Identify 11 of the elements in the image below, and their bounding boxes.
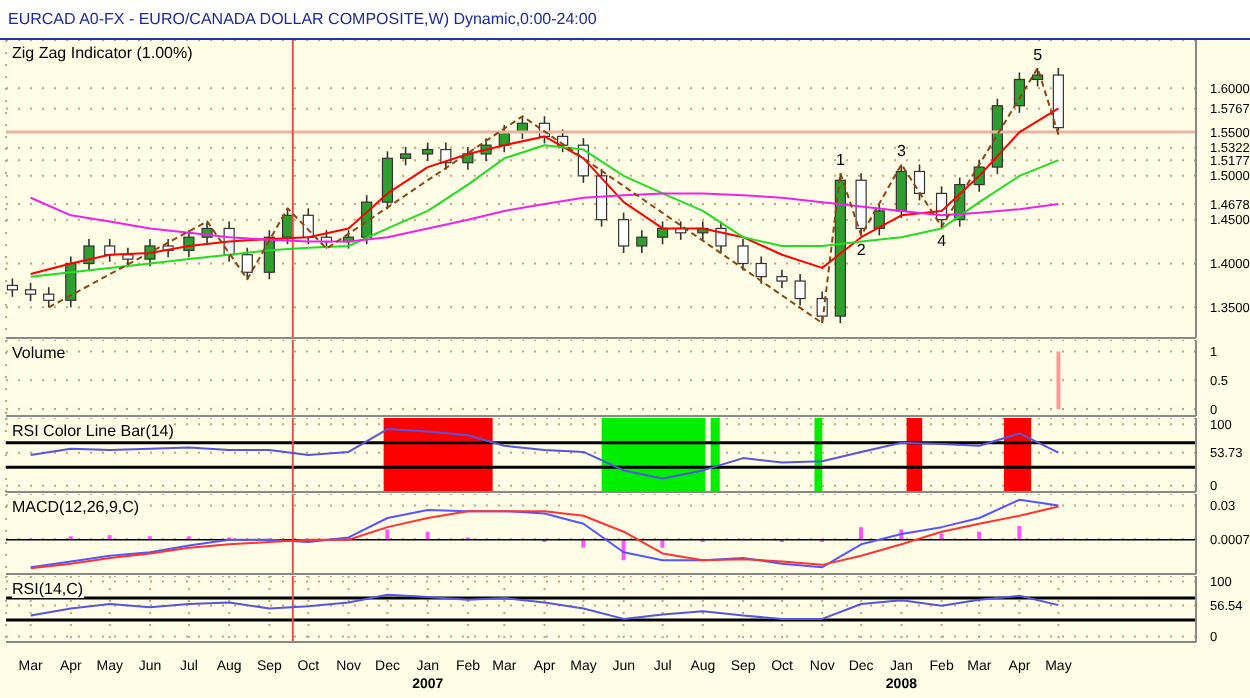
annotation: 1 [835, 151, 846, 170]
chart-subtitle: Zig Zag Indicator (1.00%) [12, 44, 193, 62]
annotation: 5 [1033, 46, 1044, 65]
annotation: 2 [856, 240, 867, 259]
chart-title: MACD(12,26,9,C) [12, 498, 140, 516]
annotation: 4 [937, 232, 948, 251]
chart-title: EURCAD A0-FX - EURO/CANADA DOLLAR COMPOSITE,W) Dynamic,0:00-24:00 [0, 0, 1250, 40]
chart-title: Volume [12, 344, 66, 362]
chart-title: RSI(14,C) [12, 580, 84, 598]
annotation: 3 [896, 142, 907, 161]
chart-title: RSI Color Line Bar(14) [12, 422, 174, 440]
